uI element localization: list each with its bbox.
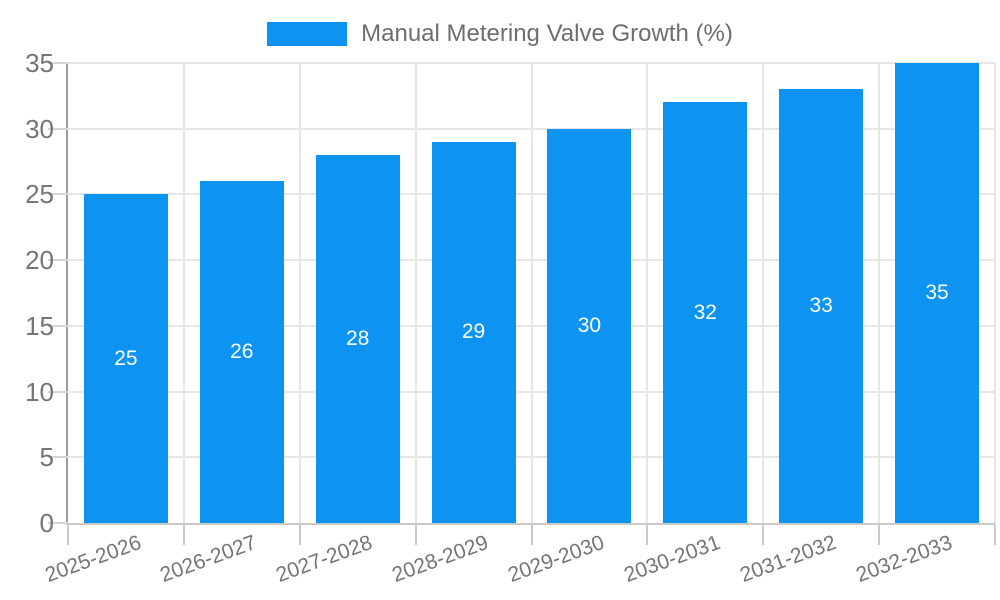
- bar-value-label: 28: [346, 327, 370, 350]
- x-axis-tick-label: 2027-2028: [273, 531, 376, 587]
- bar-value-label: 25: [114, 346, 138, 370]
- y-axis-tick-label: 5: [39, 442, 54, 473]
- x-axis-tick-label: 2031-2032: [736, 531, 840, 587]
- x-axis-tick: [530, 525, 533, 545]
- bar-value-label: 35: [925, 281, 949, 304]
- gridline-vertical: [298, 63, 301, 523]
- y-axis-tick: [48, 127, 68, 130]
- y-axis-tick: [48, 259, 68, 262]
- y-axis-tick: [48, 390, 68, 393]
- bar-value-label: 29: [461, 320, 486, 344]
- x-axis-tick-label: 2026-2027: [157, 531, 260, 587]
- y-axis-tick: [48, 456, 68, 459]
- bar-2029-2030: 30: [547, 128, 632, 523]
- y-axis-tick-label: 0: [39, 508, 54, 538]
- bar-value-label: 33: [809, 294, 833, 318]
- bar-2025-2026: 25: [83, 194, 168, 523]
- y-axis-tick: [48, 193, 68, 196]
- bar-2027-2028: 28: [315, 155, 400, 523]
- x-axis-tick-label: 2032-2033: [852, 531, 955, 587]
- y-axis-tick-label: 25: [25, 179, 54, 210]
- gridline-vertical: [878, 63, 881, 523]
- x-axis-tick: [298, 525, 301, 545]
- gridline-vertical: [994, 63, 996, 523]
- legend-color-swatch: [267, 22, 348, 46]
- y-axis-tick-label: 35: [25, 48, 54, 78]
- bar-2026-2027: 26: [199, 181, 284, 523]
- y-axis-tick-label: 15: [25, 310, 54, 341]
- x-axis-tick: [994, 525, 996, 545]
- bar-2030-2031: 32: [663, 102, 748, 523]
- bar-2031-2032: 33: [779, 89, 864, 523]
- gridline-vertical: [762, 63, 765, 523]
- y-axis-tick: [48, 522, 68, 524]
- y-axis-tick-label: 30: [25, 113, 54, 144]
- x-axis-tick-label: 2030-2031: [620, 531, 724, 587]
- x-axis-tick: [67, 525, 69, 545]
- x-axis-tick: [182, 525, 185, 545]
- plot-area: 25 26 28 29 30 32 33 35: [68, 62, 996, 523]
- gridline-vertical: [182, 63, 185, 523]
- gridline-vertical: [530, 63, 533, 523]
- bar-value-label: 26: [230, 340, 254, 364]
- y-axis-tick-label: 10: [25, 376, 54, 407]
- x-axis-line: [66, 523, 995, 525]
- bar-2032-2033: 35: [895, 63, 980, 523]
- bar-value-label: 30: [577, 313, 602, 337]
- bar-value-label: 32: [693, 300, 717, 324]
- x-axis-tick: [646, 525, 649, 545]
- y-axis-tick-label: 20: [25, 245, 54, 276]
- x-axis-tick-label: 2029-2030: [505, 531, 608, 587]
- bar-2028-2029: 29: [431, 141, 516, 523]
- x-axis-tick-label: 2028-2029: [389, 531, 492, 587]
- gridline-vertical: [414, 63, 417, 523]
- legend[interactable]: Manual Metering Valve Growth (%): [0, 16, 1000, 52]
- x-axis-tick: [762, 525, 765, 545]
- y-axis-line: [66, 63, 68, 525]
- x-axis-tick: [878, 525, 881, 545]
- x-axis-tick-label: 2025-2026: [41, 531, 144, 587]
- gridline-vertical: [646, 63, 649, 523]
- y-axis-tick: [48, 62, 68, 64]
- y-axis-tick: [48, 324, 68, 327]
- legend-label: Manual Metering Valve Growth (%): [361, 20, 733, 47]
- x-axis-tick: [414, 525, 417, 545]
